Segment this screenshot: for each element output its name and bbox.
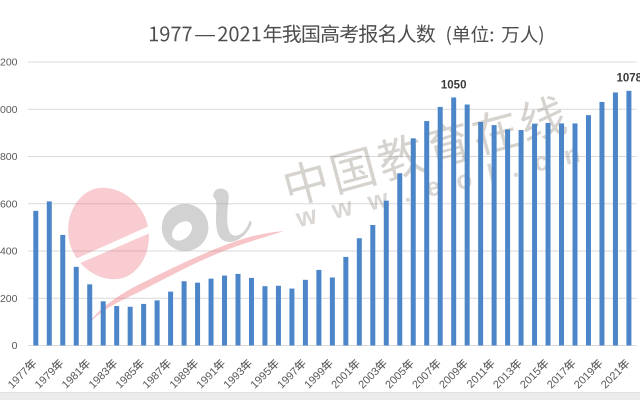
svg-text:200: 200 (0, 293, 18, 305)
svg-text:800: 800 (0, 151, 18, 163)
svg-text:0: 0 (12, 340, 18, 352)
svg-text:1050: 1050 (441, 80, 467, 92)
svg-text:1078: 1078 (617, 73, 640, 85)
svg-text:1000: 1000 (0, 104, 18, 116)
svg-text:600: 600 (0, 198, 18, 210)
svg-text:400: 400 (0, 246, 18, 258)
